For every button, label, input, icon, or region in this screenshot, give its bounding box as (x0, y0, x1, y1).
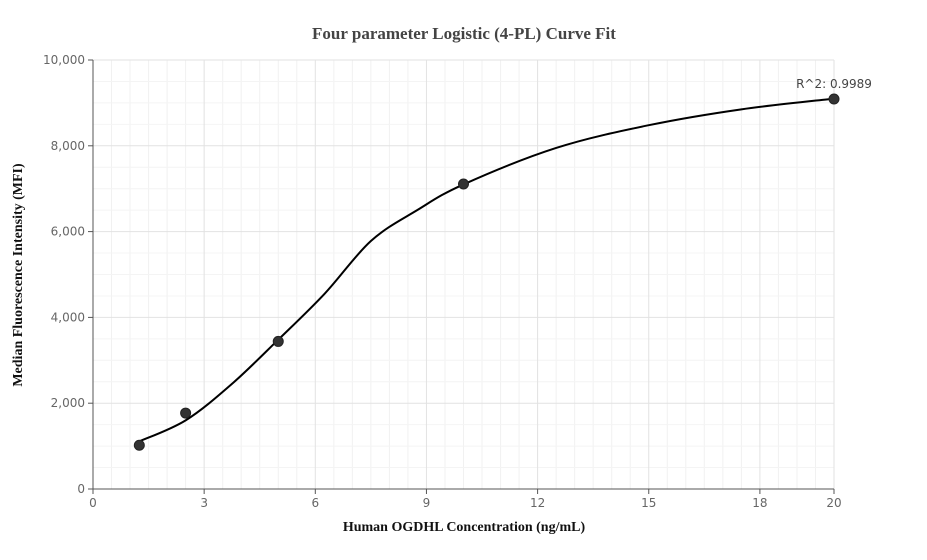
major-grid (93, 59, 835, 489)
r-squared-label: R^2: 0.9989 (796, 77, 872, 91)
axes (92, 60, 834, 490)
x-tick-label: 6 (311, 496, 319, 510)
chart-title: Four parameter Logistic (4-PL) Curve Fit (312, 24, 616, 43)
data-point (180, 407, 192, 419)
x-tick-label: 9 (423, 496, 431, 510)
x-tick-label: 12 (530, 496, 545, 510)
y-tick-label: 6,000 (51, 225, 85, 239)
data-points (133, 93, 840, 451)
fit-curve-line (138, 97, 835, 443)
y-tick-label: 4,000 (51, 310, 85, 324)
y-tick-label: 8,000 (51, 139, 85, 153)
y-axis-ticks: 0 2,000 4,000 6,000 8,000 10,000 (43, 53, 93, 496)
x-tick-label: 20 (826, 496, 841, 510)
x-tick-label: 3 (200, 496, 208, 510)
y-tick-label: 10,000 (43, 53, 85, 67)
annotations: R^2: 0.9989 (796, 77, 872, 91)
y-axis-title: Median Fluorescence Intensity (MFI) (11, 163, 26, 387)
x-axis-ticks: 0 3 6 9 12 15 18 20 (89, 489, 842, 510)
y-tick-label: 2,000 (51, 396, 85, 410)
data-point (458, 178, 469, 190)
data-point (828, 93, 840, 105)
minor-grid (93, 60, 834, 489)
x-tick-label: 15 (641, 496, 656, 510)
x-axis-title: Human OGDHL Concentration (ng/mL) (343, 520, 586, 535)
x-tick-label: 18 (752, 496, 767, 510)
data-point (272, 335, 284, 347)
fit-curve-layer (138, 97, 835, 443)
y-tick-label: 0 (77, 482, 85, 496)
data-point (133, 439, 145, 451)
x-tick-label: 0 (89, 496, 97, 510)
